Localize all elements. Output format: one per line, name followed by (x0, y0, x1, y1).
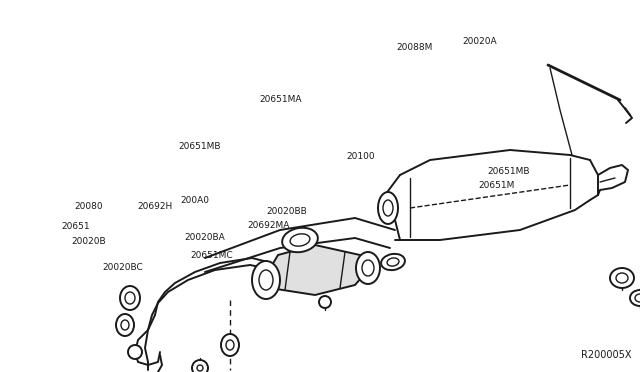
Ellipse shape (630, 290, 640, 306)
Text: 20100: 20100 (346, 152, 374, 161)
Text: 200A0: 200A0 (180, 196, 210, 205)
Text: 20651MB: 20651MB (179, 142, 221, 151)
Ellipse shape (252, 261, 280, 299)
Ellipse shape (356, 252, 380, 284)
Ellipse shape (381, 254, 405, 270)
Text: 20692H: 20692H (137, 202, 173, 211)
Ellipse shape (319, 296, 331, 308)
Text: 20080: 20080 (74, 202, 102, 211)
Polygon shape (268, 245, 368, 295)
Text: 20020B: 20020B (71, 237, 106, 246)
Ellipse shape (116, 314, 134, 336)
Text: 20692MA: 20692MA (248, 221, 290, 230)
Ellipse shape (128, 345, 142, 359)
Ellipse shape (282, 228, 318, 252)
Text: 20020BB: 20020BB (266, 207, 307, 216)
Text: 20651: 20651 (61, 222, 90, 231)
Ellipse shape (120, 286, 140, 310)
Text: 20651MB: 20651MB (488, 167, 530, 176)
Ellipse shape (610, 268, 634, 288)
Text: 20088M: 20088M (397, 43, 433, 52)
Ellipse shape (192, 360, 208, 372)
Ellipse shape (378, 192, 398, 224)
Text: 20651MA: 20651MA (259, 95, 301, 104)
Text: 20020BC: 20020BC (102, 263, 143, 272)
Text: 20020A: 20020A (463, 37, 497, 46)
Text: 20020BA: 20020BA (184, 233, 225, 242)
Text: 20651MC: 20651MC (191, 251, 234, 260)
Ellipse shape (221, 334, 239, 356)
Text: R200005X: R200005X (582, 350, 632, 360)
Text: 20651M: 20651M (479, 181, 515, 190)
